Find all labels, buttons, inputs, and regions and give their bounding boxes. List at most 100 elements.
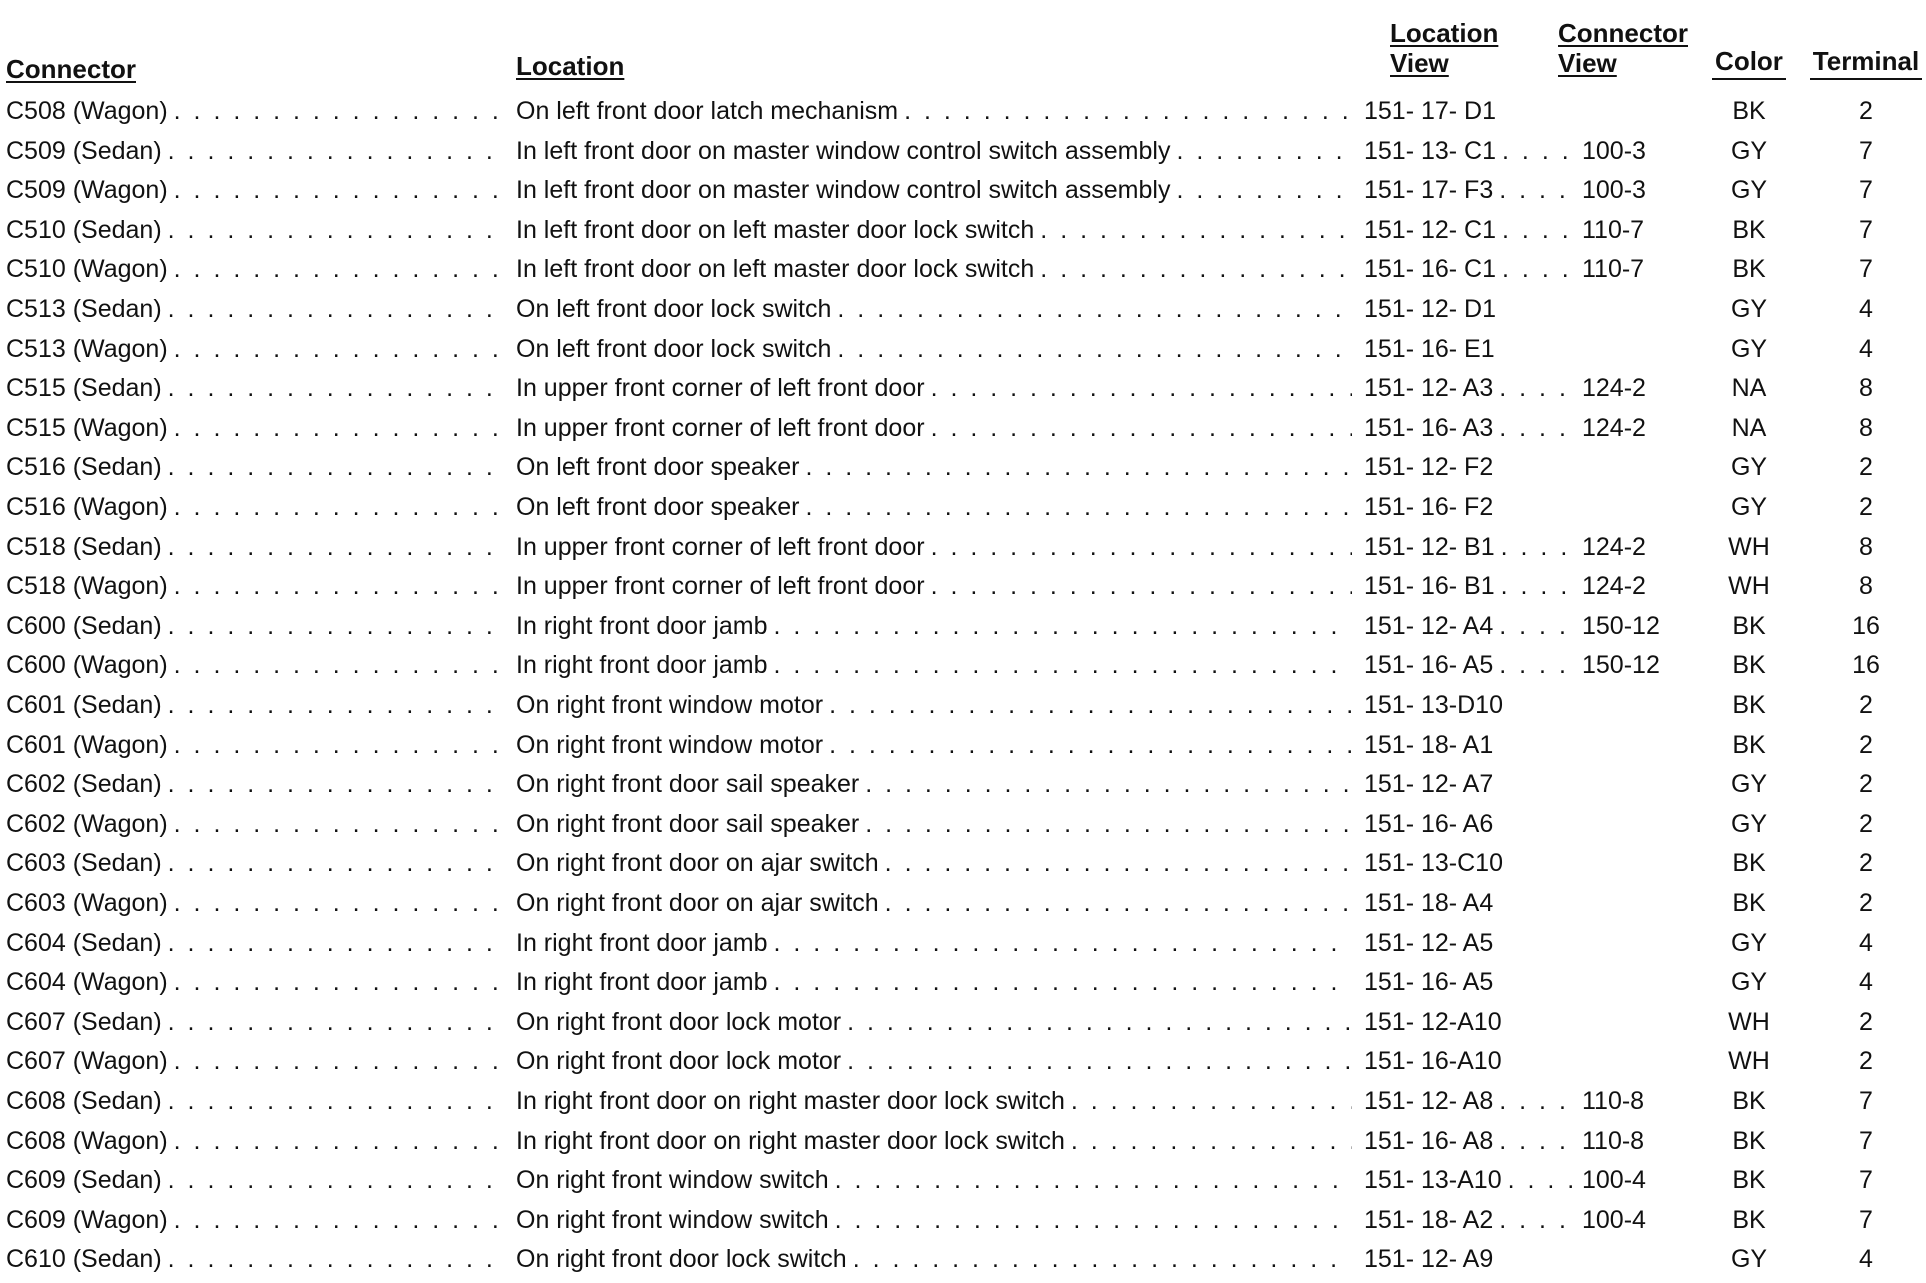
dot-leader: . . . . . . . . . . . . . . . . . . . . … <box>173 334 506 363</box>
cell-connector-text: C609 (Sedan) <box>6 1166 162 1195</box>
table-row: C609 (Sedan) . . . . . . . . . . . . . .… <box>0 1165 1926 1204</box>
cell-color: GY <box>1712 769 1786 799</box>
cell-location-view: 151- 13-C10 <box>1364 848 1544 878</box>
dot-leader: . . . . . . . . . . . . . . . . . . . . … <box>773 651 1352 680</box>
cell-location: On left front door lock switch . . . . .… <box>516 294 1352 324</box>
dot-leader: . . . . . . . . . . . . . . . . . . . . … <box>167 374 506 403</box>
cell-location-text: On left front door lock switch <box>516 334 832 363</box>
cell-connector-text: C513 (Wagon) <box>6 334 168 363</box>
cell-color-text: GY <box>1730 136 1768 165</box>
cell-terminal: 4 <box>1810 294 1922 324</box>
table-row: C603 (Wagon) . . . . . . . . . . . . . .… <box>0 888 1926 927</box>
table-row: C508 (Wagon) . . . . . . . . . . . . . .… <box>0 96 1926 135</box>
cell-color: NA <box>1712 373 1786 403</box>
cell-connector: C516 (Sedan) . . . . . . . . . . . . . .… <box>6 452 506 482</box>
cell-location: In right front door jamb . . . . . . . .… <box>516 967 1352 997</box>
cell-terminal: 4 <box>1810 334 1922 364</box>
cell-location-text: On right front door sail speaker <box>516 809 860 838</box>
cell-location-view: 151- 12- A9 <box>1364 1244 1544 1274</box>
dot-leader: . . . . . . . . . . . . . . . . . . . . … <box>1176 176 1352 205</box>
cell-connector-text: C610 (Sedan) <box>6 1245 162 1274</box>
table-row: C513 (Sedan) . . . . . . . . . . . . . .… <box>0 294 1926 333</box>
cell-connector-view: 150-12 <box>1582 650 1692 680</box>
dot-leader: . . . . . . . . . . . . . . . . . . . . … <box>773 968 1352 997</box>
cell-color: BK <box>1712 611 1786 641</box>
dot-leader: . . . . . . . . . . . . . . . . . . . . … <box>167 215 506 244</box>
cell-location: In right front door on right master door… <box>516 1126 1352 1156</box>
cell-connector-text: C515 (Wagon) <box>6 413 168 442</box>
cell-color-text: NA <box>1731 413 1767 442</box>
dot-leader: . . . . . . . . . . . . . . . . . . . . … <box>173 255 506 284</box>
cell-connector-view: 124-2 <box>1582 532 1692 562</box>
cell-terminal-text: 2 <box>1859 1007 1873 1036</box>
cell-connector-view: 124-2 <box>1582 373 1692 403</box>
cell-terminal: 7 <box>1810 1165 1922 1195</box>
cell-connector: C513 (Wagon) . . . . . . . . . . . . . .… <box>6 334 506 364</box>
cell-location-text: In upper front corner of left front door <box>516 374 925 403</box>
dot-leader: . . . . . . . . . . . . . . . . . . . . … <box>167 1245 506 1274</box>
dot-leader: . . . . . . . . . . . . . . . . . . . . … <box>884 889 1352 917</box>
header-connector-view-line2: View <box>1558 48 1617 78</box>
cell-connector-text: C600 (Wagon) <box>6 651 168 680</box>
cell-terminal: 2 <box>1810 1046 1922 1076</box>
table-row: C510 (Sedan) . . . . . . . . . . . . . .… <box>0 215 1926 254</box>
cell-connector-text: C508 (Wagon) <box>6 97 168 125</box>
cell-connector: C604 (Wagon) . . . . . . . . . . . . . .… <box>6 967 506 997</box>
cell-color: BK <box>1712 254 1786 284</box>
cell-location-view: 151- 12- A3 . . . . . . . . . . . . . . … <box>1364 373 1580 403</box>
dot-leader: . . . . . . . . . . . . . . . . . . . . … <box>173 572 506 601</box>
cell-connector-text: C601 (Sedan) <box>6 691 162 719</box>
cell-connector: C608 (Wagon) . . . . . . . . . . . . . .… <box>6 1126 506 1156</box>
cell-terminal-text: 4 <box>1859 928 1873 957</box>
cell-terminal: 8 <box>1810 571 1922 601</box>
cell-location-text: In right front door on right master door… <box>516 1087 1065 1115</box>
cell-color-text: GY <box>1730 968 1768 997</box>
cell-terminal-text: 7 <box>1859 176 1873 205</box>
dot-leader: . . . . . . . . . . . . . . . . . . . . … <box>1070 1126 1352 1155</box>
cell-location-view-text: 151- 12- A5 <box>1364 928 1494 957</box>
dot-leader: . . . . . . . . . . . . . . . . . . . . … <box>773 611 1352 640</box>
cell-color-text: GY <box>1730 493 1768 521</box>
cell-location: On right front window switch . . . . . .… <box>516 1165 1352 1195</box>
cell-connector-text: C603 (Wagon) <box>6 889 168 917</box>
table-row: C609 (Wagon) . . . . . . . . . . . . . .… <box>0 1205 1926 1244</box>
cell-terminal-text: 4 <box>1859 968 1873 997</box>
cell-location-view-text: 151- 18- A1 <box>1364 730 1494 759</box>
dot-leader: . . . . . . . . . . . . . . . . . . . . … <box>167 136 506 165</box>
cell-location-view: 151- 12- F2 <box>1364 452 1544 482</box>
cell-terminal: 2 <box>1810 848 1922 878</box>
cell-connector: C607 (Sedan) . . . . . . . . . . . . . .… <box>6 1007 506 1037</box>
cell-location-view-text: 151- 17- D1 <box>1364 97 1497 125</box>
cell-connector-text: C607 (Sedan) <box>6 1007 162 1036</box>
cell-location-view: 151- 16- A6 <box>1364 809 1544 839</box>
cell-connector-text: C510 (Wagon) <box>6 255 168 284</box>
cell-terminal-text: 2 <box>1859 889 1873 917</box>
cell-terminal: 7 <box>1810 254 1922 284</box>
cell-connector-text: C609 (Wagon) <box>6 1205 168 1234</box>
cell-location-text: On right front door lock motor <box>516 1047 842 1076</box>
cell-color: GY <box>1712 967 1786 997</box>
cell-location-text: On right front door on ajar switch <box>516 889 879 917</box>
cell-connector: C603 (Wagon) . . . . . . . . . . . . . .… <box>6 888 506 918</box>
cell-color-text: BK <box>1732 611 1766 640</box>
dot-leader: . . . . . . . . . . . . . . . . . . . . … <box>1070 1087 1352 1115</box>
cell-terminal-text: 8 <box>1859 532 1873 561</box>
cell-connector: C609 (Sedan) . . . . . . . . . . . . . .… <box>6 1165 506 1195</box>
cell-location-view-text: 151- 12- A9 <box>1364 1245 1494 1274</box>
cell-location: On left front door speaker . . . . . . .… <box>516 452 1352 482</box>
cell-connector: C510 (Wagon) . . . . . . . . . . . . . .… <box>6 254 506 284</box>
cell-color-text: WH <box>1728 1007 1770 1036</box>
cell-location-view-text: 151- 16- A6 <box>1364 809 1494 838</box>
header-location-view-line2: View <box>1390 48 1449 78</box>
cell-location: On right front door lock motor . . . . .… <box>516 1046 1352 1076</box>
cell-location: On right front door on ajar switch . . .… <box>516 848 1352 878</box>
cell-connector-view-text: 110-7 <box>1582 215 1645 244</box>
cell-connector: C600 (Wagon) . . . . . . . . . . . . . .… <box>6 650 506 680</box>
header-connector-view: Connector View <box>1558 18 1688 78</box>
cell-connector-text: C602 (Wagon) <box>6 809 168 838</box>
cell-location-text: On right front door sail speaker <box>516 770 860 799</box>
cell-location-view: 151- 16- A5 . . . . . . . . . . . . . . … <box>1364 650 1580 680</box>
cell-location: On right front window motor . . . . . . … <box>516 690 1352 720</box>
cell-terminal-text: 7 <box>1859 255 1873 284</box>
cell-terminal: 2 <box>1810 452 1922 482</box>
